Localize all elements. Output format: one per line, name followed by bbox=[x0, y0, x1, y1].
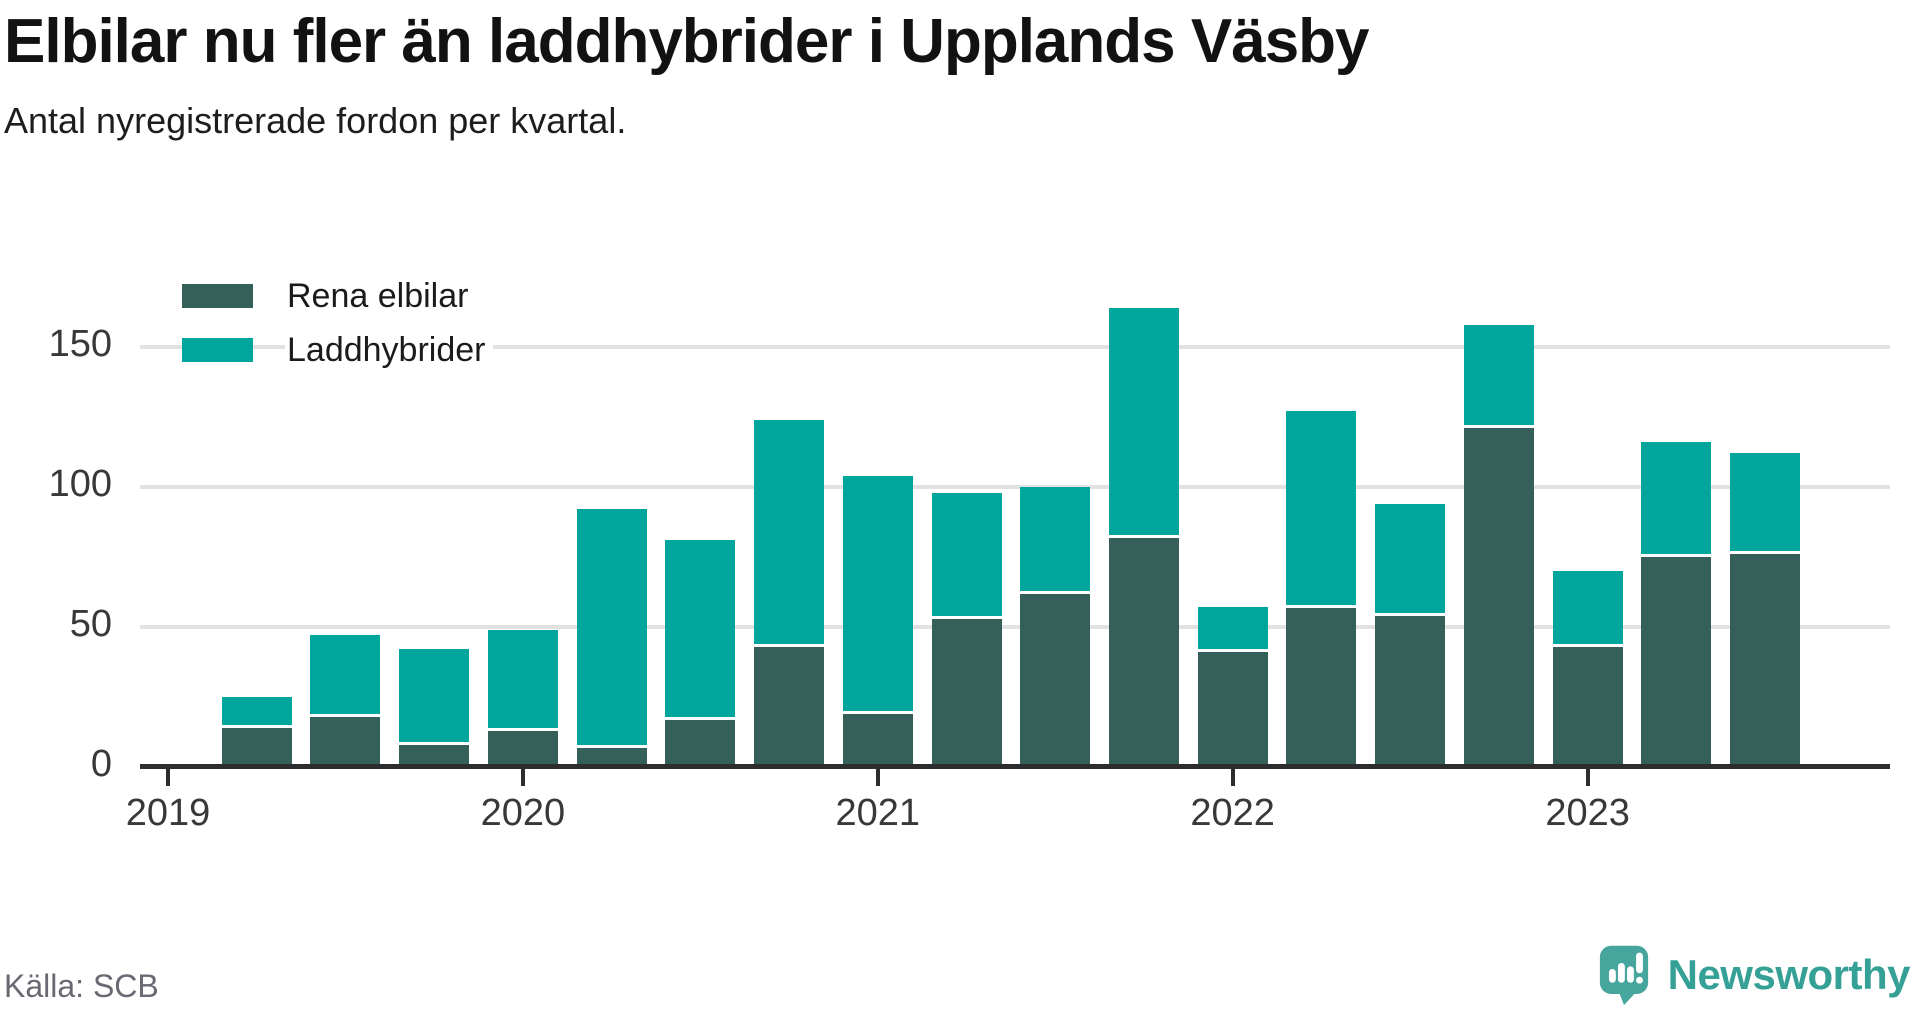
bar-rena-elbilar-2023-Q2 bbox=[1641, 557, 1712, 767]
bar-rena-elbilar-2021-Q2 bbox=[931, 618, 1002, 767]
legend-label: Rena elbilar bbox=[285, 274, 477, 318]
bar-rena-elbilar-2020-Q2 bbox=[576, 747, 647, 767]
bar-rena-elbilar-2020-Q1 bbox=[487, 730, 558, 767]
legend-swatch-rena-elbilar bbox=[182, 284, 253, 308]
y-axis-label-150: 150 bbox=[48, 323, 112, 365]
bar-laddhybrider-2020-Q4 bbox=[754, 419, 825, 644]
bar-laddhybrider-2023-Q1 bbox=[1552, 571, 1623, 644]
x-axis-tick-2020 bbox=[520, 769, 525, 786]
legend-item-laddhybrider: Laddhybrider bbox=[182, 328, 494, 372]
bar-laddhybrider-2023-Q3 bbox=[1730, 453, 1800, 552]
bar-rena-elbilar-2022-Q3 bbox=[1375, 616, 1446, 767]
bar-rena-elbilar-2020-Q4 bbox=[754, 646, 825, 767]
bar-rena-elbilar-2019-Q2 bbox=[221, 728, 292, 767]
bar-laddhybrider-2021-Q3 bbox=[1020, 487, 1091, 591]
bar-laddhybrider-2022-Q4 bbox=[1463, 324, 1534, 426]
bar-laddhybrider-2021-Q1 bbox=[842, 475, 913, 711]
bar-laddhybrider-2019-Q3 bbox=[310, 635, 381, 714]
legend-label: Laddhybrider bbox=[285, 328, 494, 372]
bar-rena-elbilar-2022-Q4 bbox=[1463, 428, 1534, 767]
gridline-150 bbox=[140, 345, 1890, 349]
x-axis-tick-2021 bbox=[875, 769, 880, 786]
newsworthy-icon bbox=[1599, 945, 1648, 1006]
gridline-50 bbox=[140, 625, 1890, 629]
bar-laddhybrider-2022-Q3 bbox=[1375, 503, 1446, 613]
x-axis-tick-2023 bbox=[1585, 769, 1590, 786]
x-axis-label-2020: 2020 bbox=[480, 792, 566, 834]
y-axis-label-50: 50 bbox=[69, 603, 112, 645]
gridline-100 bbox=[140, 485, 1890, 489]
bar-laddhybrider-2020-Q3 bbox=[665, 540, 736, 717]
x-axis-line bbox=[140, 764, 1890, 769]
bar-rena-elbilar-2020-Q3 bbox=[665, 719, 736, 767]
bar-rena-elbilar-2022-Q1 bbox=[1197, 652, 1268, 767]
bar-rena-elbilar-2023-Q3 bbox=[1730, 554, 1800, 767]
bar-laddhybrider-2022-Q2 bbox=[1286, 411, 1357, 605]
legend-swatch-laddhybrider bbox=[182, 338, 253, 362]
x-axis-label-2022: 2022 bbox=[1190, 792, 1275, 834]
bar-laddhybrider-2021-Q4 bbox=[1109, 307, 1179, 535]
source-note: Källa: SCB bbox=[4, 968, 159, 1004]
bar-laddhybrider-2020-Q2 bbox=[576, 509, 647, 745]
bar-laddhybrider-2021-Q2 bbox=[931, 492, 1002, 616]
legend: Rena elbilar Laddhybrider bbox=[182, 274, 494, 384]
x-axis-tick-2022 bbox=[1230, 769, 1235, 786]
bar-rena-elbilar-2021-Q1 bbox=[842, 714, 913, 767]
bar-laddhybrider-2020-Q1 bbox=[487, 629, 558, 728]
x-axis-label-2023: 2023 bbox=[1545, 792, 1630, 834]
legend-item-rena-elbilar: Rena elbilar bbox=[182, 274, 493, 318]
bar-rena-elbilar-2023-Q1 bbox=[1552, 646, 1623, 767]
bar-rena-elbilar-2019-Q3 bbox=[310, 716, 381, 767]
bar-rena-elbilar-2019-Q4 bbox=[399, 744, 470, 767]
bar-laddhybrider-2019-Q4 bbox=[399, 649, 470, 742]
chart-title: Elbilar nu fler än laddhybrider i Upplan… bbox=[4, 7, 1370, 76]
y-axis-label-100: 100 bbox=[48, 463, 112, 505]
x-axis-label-2019: 2019 bbox=[125, 792, 211, 834]
bar-rena-elbilar-2021-Q3 bbox=[1020, 593, 1091, 767]
bar-laddhybrider-2023-Q2 bbox=[1641, 442, 1712, 555]
x-axis-label-2021: 2021 bbox=[835, 792, 921, 834]
y-axis-label-0: 0 bbox=[90, 743, 112, 785]
brand-name: Newsworthy bbox=[1667, 951, 1911, 998]
bar-rena-elbilar-2022-Q2 bbox=[1286, 607, 1357, 767]
bar-laddhybrider-2022-Q1 bbox=[1197, 607, 1268, 650]
brand-logo: Newsworthy bbox=[1598, 944, 1911, 1006]
chart-subtitle: Antal nyregistrerade fordon per kvartal. bbox=[4, 100, 627, 141]
x-axis-tick-2019 bbox=[166, 769, 170, 786]
bar-rena-elbilar-2021-Q4 bbox=[1109, 537, 1179, 767]
bar-laddhybrider-2019-Q2 bbox=[221, 697, 292, 725]
